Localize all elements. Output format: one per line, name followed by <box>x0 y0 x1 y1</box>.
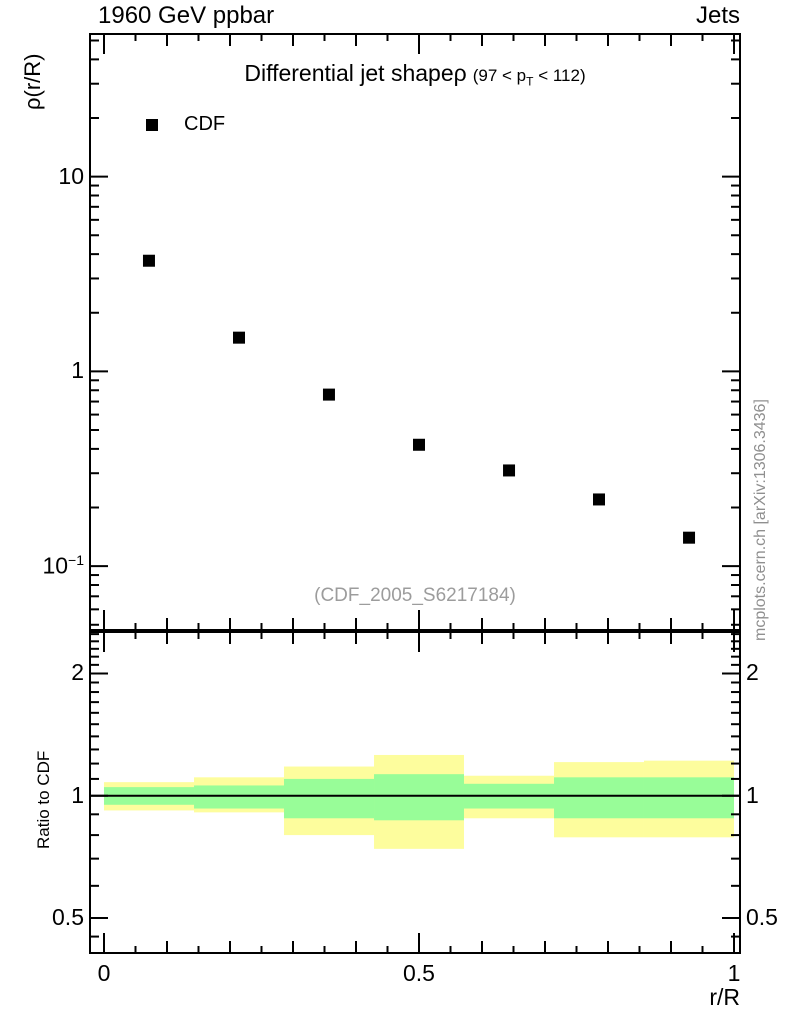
main-y-tick-label: 10−1 <box>42 552 84 579</box>
data-point-cdf <box>322 388 335 401</box>
y-axis-label-main: ρ(r/R) <box>20 53 45 111</box>
ratio-y-tick-label-right: 0.5 <box>746 903 778 930</box>
ratio-y-tick-label-right: 1 <box>746 781 759 808</box>
plot-title-main: Differential jet shapeρ <box>244 60 467 86</box>
x-tick-label: 1 <box>727 960 741 986</box>
pt-range-prefix: (97 < p <box>472 66 527 85</box>
legend-label-cdf: CDF <box>184 113 226 135</box>
pt-range: (97 < pT < 112) <box>472 66 586 89</box>
ratio-y-tick-label-left: 1 <box>71 781 84 808</box>
band-bin-inner-uncertainty <box>374 774 464 821</box>
legend-marker-cdf <box>146 118 158 131</box>
band-bin-inner-uncertainty <box>194 785 284 809</box>
data-points-cdf <box>142 254 696 544</box>
main-y-tick-label: 10 <box>58 162 84 189</box>
beam-energy-label: 1960 GeV ppbar <box>98 2 275 29</box>
ratio-y-tick-label-left: 0.5 <box>52 903 84 930</box>
data-point-cdf <box>592 493 605 506</box>
ratio-uncertainty-bands <box>103 754 735 849</box>
band-bin-inner-uncertainty <box>554 777 644 819</box>
ratio-y-tick-label-right: 2 <box>746 659 759 686</box>
data-point-cdf <box>683 531 696 544</box>
y-axis-label-ratio: Ratio to CDF <box>34 750 53 849</box>
x-tick-label: 0 <box>97 960 111 986</box>
ratio-panel-frame <box>89 631 741 954</box>
x-axis-label: r/R <box>709 984 740 1010</box>
x-tick-label: 0.5 <box>403 960 435 986</box>
axis-ticks <box>90 34 740 953</box>
data-point-cdf <box>503 464 516 477</box>
analysis-group-label: Jets <box>695 2 740 29</box>
ratio-y-tick-label-left: 2 <box>71 659 84 686</box>
data-point-cdf <box>413 438 426 451</box>
data-point-cdf <box>233 331 246 344</box>
main-panel-frame <box>89 33 741 631</box>
analysis-id-watermark: (CDF_2005_S6217184) <box>314 585 516 606</box>
plot-title: Differential jet shapeρ (97 < pT < 112) <box>90 60 740 88</box>
main-y-tick-label: 1 <box>71 357 84 384</box>
pt-range-suffix: < 112) <box>533 66 586 85</box>
arxiv-side-note: mcplots.cern.ch [arXiv:1306.3436] <box>752 399 769 641</box>
band-bin-inner-uncertainty <box>643 777 735 819</box>
legend: CDF <box>146 113 225 136</box>
band-bin-inner-uncertainty <box>283 778 375 819</box>
pt-range-subscript: T <box>526 74 534 89</box>
data-point-cdf <box>142 254 155 267</box>
